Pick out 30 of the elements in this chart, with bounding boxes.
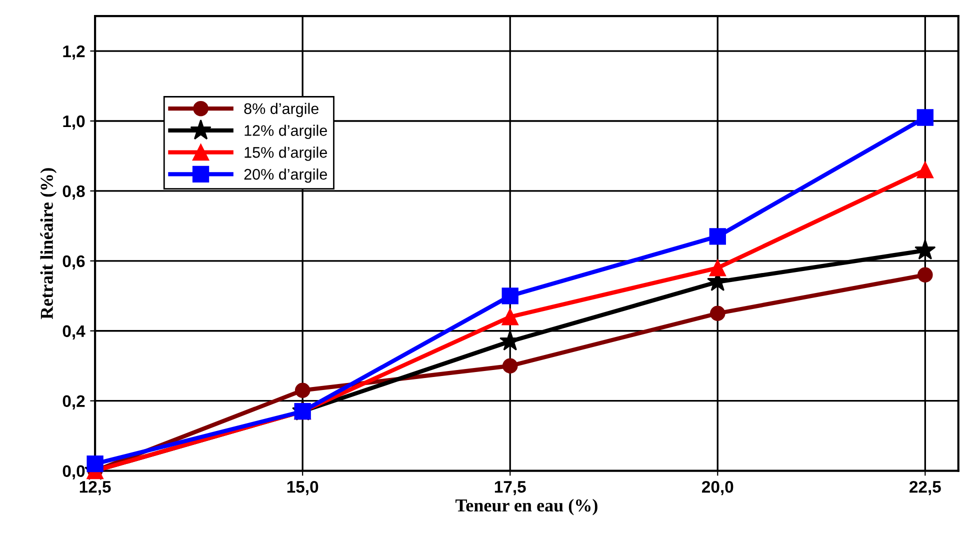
point — [914, 239, 936, 260]
legend-label: 15% d’argile — [244, 146, 327, 161]
point — [709, 228, 726, 245]
x-tick-label: 17,5 — [494, 481, 526, 496]
y-tick-label: 0,2 — [62, 395, 85, 410]
y-tick-label: 0,0 — [62, 465, 85, 480]
x-tick-label: 22,5 — [910, 480, 941, 496]
point — [502, 358, 518, 374]
x-tick-label: 12,5 — [80, 480, 111, 496]
point — [502, 308, 518, 326]
y-tick-label: 0,6 — [62, 255, 85, 270]
point — [502, 288, 518, 304]
y-tick-label: 0,4 — [62, 325, 86, 340]
x-tick-label: 15,0 — [287, 480, 318, 496]
y-axis-title: Retrait linéaire (%) — [40, 168, 57, 320]
point — [86, 455, 104, 472]
y-tick-label: 1,0 — [63, 115, 85, 130]
legend-label: 8% d’argile — [244, 102, 318, 118]
legend-label: 12% d’argile — [244, 124, 327, 139]
legend-label: 20% d’argile — [244, 168, 327, 183]
y-tick-label: 1,2 — [63, 45, 85, 60]
x-tick-label: 20,0 — [702, 480, 734, 496]
point — [916, 109, 934, 126]
x-axis-title: Teneur en eau (%) — [456, 498, 598, 516]
point — [918, 267, 933, 283]
point — [710, 306, 726, 322]
point — [709, 260, 726, 276]
point — [916, 162, 934, 178]
y-tick-label: 0,8 — [62, 185, 85, 200]
point — [294, 382, 310, 398]
